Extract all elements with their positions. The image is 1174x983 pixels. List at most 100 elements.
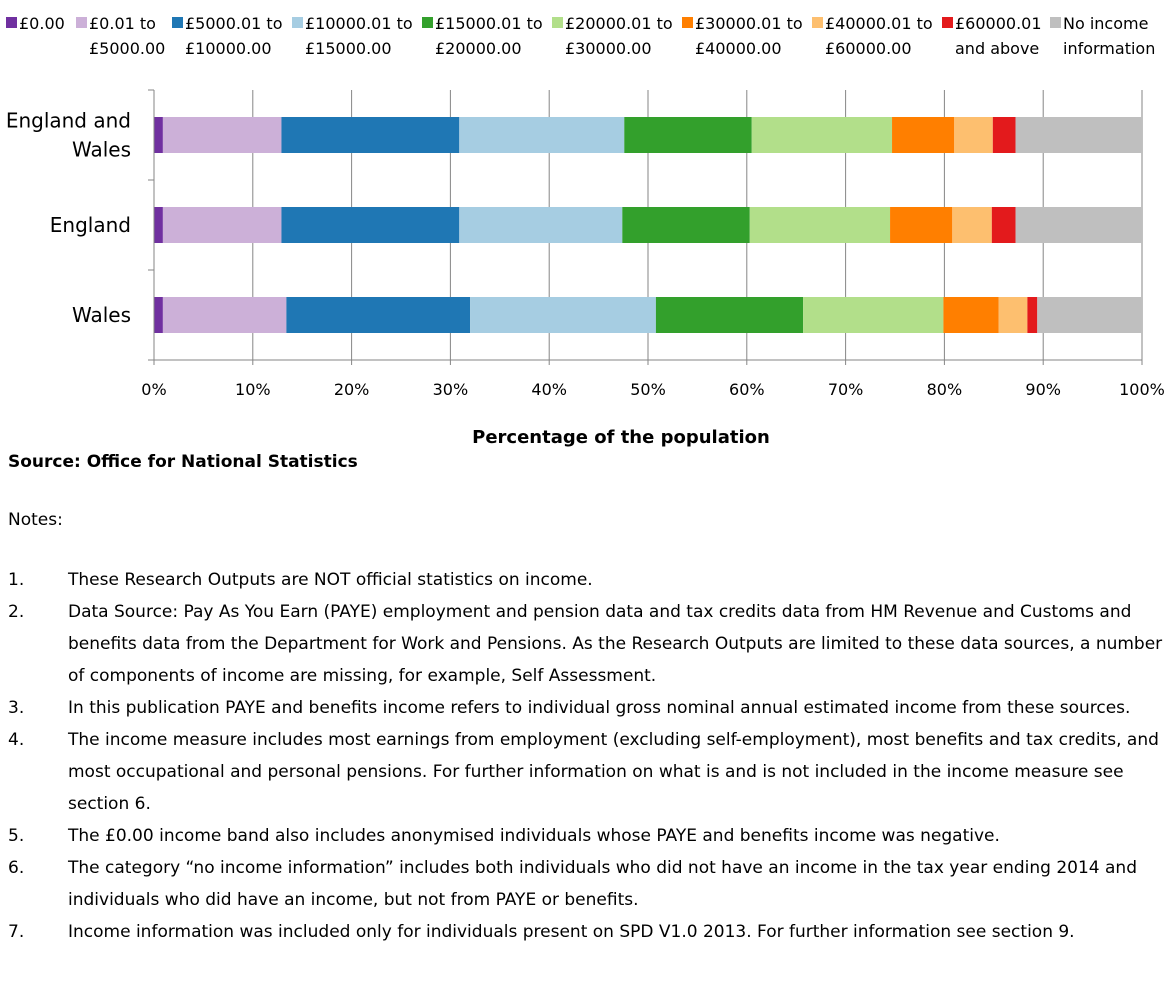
legend-label: £20000.01 to	[565, 14, 673, 33]
bar-segment	[1037, 297, 1142, 333]
legend-label: £30000.00	[565, 39, 652, 58]
x-tick-label: 50%	[630, 380, 666, 399]
legend-swatch	[76, 17, 87, 28]
legend-item: £0.01 to £5000.00	[76, 14, 165, 58]
legend-swatch	[172, 17, 183, 28]
legend-label: and above	[955, 39, 1039, 58]
bar-segment	[943, 297, 999, 333]
chart-legend: £0.00 £0.01 to £5000.00 £5000.01 to £10000.0…	[6, 14, 1155, 58]
legend-swatch	[6, 17, 17, 28]
note-number: 6.	[8, 858, 25, 878]
legend-label: £60000.00	[825, 39, 912, 58]
legend-item: No income information	[1050, 14, 1155, 58]
category-label-line: Wales	[72, 303, 131, 327]
note-item: 1. These Research Outputs are NOT officia…	[8, 564, 1172, 596]
note-item: 3. In this publication PAYE and benefits …	[8, 692, 1172, 724]
category-label-line: England and	[6, 109, 131, 133]
legend-item: £10000.01 to £15000.00	[292, 14, 413, 58]
bar-segment	[1027, 297, 1038, 333]
bar-segment	[154, 207, 163, 243]
legend-label: £10000.00	[185, 39, 272, 58]
bar-segment	[281, 117, 460, 153]
bar-segment	[1015, 117, 1142, 153]
legend-item: £30000.01 to £40000.00	[682, 14, 803, 58]
bar-segment	[954, 117, 993, 153]
note-text: The income measure includes most earning…	[68, 730, 1159, 814]
bar-segment	[459, 117, 625, 153]
category-label-line: England	[50, 213, 131, 237]
x-tick-label: 20%	[334, 380, 370, 399]
x-tick-label: 0%	[141, 380, 166, 399]
bar-segment	[655, 297, 804, 333]
bar-segment	[622, 207, 750, 243]
note-number: 5.	[8, 826, 25, 846]
x-tick-label: 30%	[433, 380, 469, 399]
bar-segment	[162, 207, 282, 243]
bar-segment	[162, 297, 287, 333]
legend-swatch	[552, 17, 563, 28]
bar-segment	[281, 207, 460, 243]
legend-swatch	[942, 17, 953, 28]
note-number: 2.	[8, 602, 25, 622]
bar-segment	[286, 297, 471, 333]
legend-label: £30000.01 to	[695, 14, 803, 33]
category-label: Wales	[72, 303, 131, 327]
legend-label: £20000.00	[435, 39, 522, 58]
bar-segment	[749, 207, 891, 243]
note-item: 4. The income measure includes most earni…	[8, 724, 1172, 820]
note-text: In this publication PAYE and benefits in…	[68, 698, 1131, 718]
x-tick-label: 100%	[1119, 380, 1165, 399]
note-number: 3.	[8, 698, 25, 718]
legend-label: £10000.01 to	[305, 14, 413, 33]
x-tick-label: 80%	[927, 380, 963, 399]
legend-swatch	[292, 17, 303, 28]
x-axis-tick-labels: 0% 10% 20% 30% 40% 50% 60% 70% 80% 90% 100%	[141, 380, 1165, 399]
bar-segment	[1015, 207, 1142, 243]
x-tick-label: 10%	[235, 380, 271, 399]
note-item: 2. Data Source: Pay As You Earn (PAYE) em…	[8, 596, 1172, 692]
note-number: 4.	[8, 730, 25, 750]
note-text: Data Source: Pay As You Earn (PAYE) empl…	[68, 602, 1163, 686]
note-item: 7. Income information was included only f…	[8, 916, 1172, 948]
legend-swatch	[682, 17, 693, 28]
legend-swatch	[812, 17, 823, 28]
legend-item: £40000.01 to £60000.00	[812, 14, 933, 58]
note-number: 1.	[8, 570, 25, 590]
stacked-bar-chart: £0.00 £0.01 to £5000.00 £5000.01 to £10000.0…	[6, 14, 1165, 448]
legend-label: information	[1063, 39, 1155, 58]
category-label: England	[50, 213, 131, 237]
x-tick-label: 90%	[1025, 380, 1061, 399]
chart-axes	[148, 89, 1142, 361]
bar-segment	[154, 297, 163, 333]
bar-segment	[998, 297, 1028, 333]
x-tick-label: 70%	[828, 380, 864, 399]
legend-item: £0.00	[6, 14, 65, 33]
note-item: 6. The category “no income information” i…	[8, 852, 1172, 916]
notes-list: 1. These Research Outputs are NOT officia…	[8, 564, 1172, 948]
legend-label: £0.00	[19, 14, 65, 33]
bar-segment	[991, 207, 1016, 243]
bar-segment	[892, 117, 955, 153]
bar-segment	[952, 207, 992, 243]
bar-segment	[624, 117, 752, 153]
bar-segment	[162, 117, 282, 153]
note-text: The £0.00 income band also includes anon…	[68, 826, 1000, 846]
legend-swatch	[422, 17, 433, 28]
legend-item: £20000.01 to £30000.00	[552, 14, 673, 58]
category-label: England and Wales	[6, 109, 131, 162]
legend-label: £40000.00	[695, 39, 782, 58]
legend-label: £5000.01 to	[185, 14, 283, 33]
x-tick-label: 40%	[531, 380, 567, 399]
bar-segment	[751, 117, 893, 153]
notes-heading: Notes:	[8, 510, 63, 530]
chart-source: Source: Office for National Statistics	[8, 452, 358, 472]
category-label-line: Wales	[72, 138, 131, 162]
legend-label: £15000.01 to	[435, 14, 543, 33]
legend-item: £60000.01 and above	[942, 14, 1042, 58]
legend-label: £40000.01 to	[825, 14, 933, 33]
legend-item: £15000.01 to £20000.00	[422, 14, 543, 58]
bar-segment	[890, 207, 953, 243]
legend-label: £60000.01	[955, 14, 1042, 33]
bar-segment	[154, 117, 163, 153]
note-text: Income information was included only for…	[68, 922, 1075, 942]
